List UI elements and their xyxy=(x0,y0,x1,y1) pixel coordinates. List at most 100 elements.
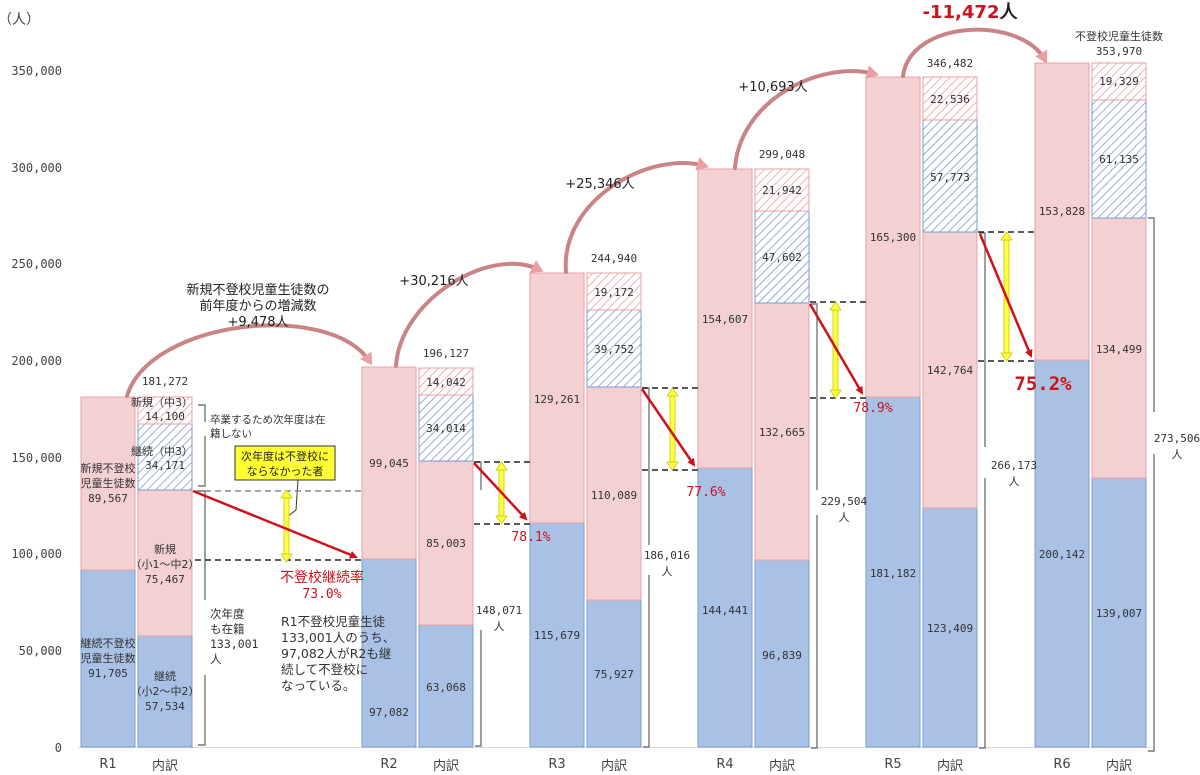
bar-r4-new xyxy=(697,168,753,469)
total-label-r3: 244,940 xyxy=(591,252,637,265)
bracket-r3 xyxy=(643,575,650,748)
x-label-breakdown: 内訳 xyxy=(1106,758,1132,774)
r1-annotations: 卒業するため次年度は在 籍しない 次年度 も在籍 133,001 人 R1不登校… xyxy=(210,413,395,693)
callout-box xyxy=(234,445,336,481)
y-tick: 100,000 xyxy=(11,547,62,561)
yellow-arrow-head xyxy=(829,301,842,311)
y-axis: （人） 350,000 300,000 250,000 200,000 150,… xyxy=(0,12,62,755)
bar-r5-new xyxy=(865,76,921,398)
r3-cont-value: 115,679 xyxy=(534,629,580,642)
enrolled-label-r5: 266,173 xyxy=(991,459,1037,472)
change-title: 新規不登校児童生徒数の xyxy=(186,282,329,298)
bracket-r1 xyxy=(198,675,206,746)
bar-r1-bd-new12 xyxy=(137,489,193,637)
y-tick: 0 xyxy=(55,741,62,755)
change-labels: 新規不登校児童生徒数の 前年度からの増減数 +9,478人 +30,216人 +… xyxy=(186,2,1018,330)
r5-cont-value: 181,182 xyxy=(870,567,916,580)
enrolled-unit: 人 xyxy=(494,620,505,633)
x-label-breakdown: 内訳 xyxy=(601,758,627,774)
bar-r1-new xyxy=(80,396,136,571)
total-label-r6: 353,970 xyxy=(1096,45,1142,58)
r2-bd-cont3: 34,014 xyxy=(426,422,466,435)
r6-new-value: 153,828 xyxy=(1039,205,1085,218)
bar-group-r4 xyxy=(697,168,810,748)
enrolled-note: 次年度 xyxy=(210,607,245,621)
bar-r4-continuing xyxy=(697,467,753,748)
r2-new-value: 99,045 xyxy=(369,457,409,470)
r1-new-caption: 新規不登校 xyxy=(81,461,136,475)
bar-r3-new xyxy=(529,272,585,524)
yellow-arrow xyxy=(283,497,290,555)
r4-bd-new12: 132,665 xyxy=(759,426,805,439)
r6-bd-cont12: 139,007 xyxy=(1096,607,1142,620)
y-unit-label: （人） xyxy=(0,12,40,28)
change-arc-r2-r3 xyxy=(394,260,544,368)
continuation-arrow-r3 xyxy=(640,388,696,467)
enrolled-label-r3: 186,016 xyxy=(644,549,690,562)
bar-r3-continuing xyxy=(529,522,585,748)
x-label-breakdown: 内訳 xyxy=(769,758,795,774)
yellow-arrow-head xyxy=(280,489,293,499)
change-r5-unit: 人 xyxy=(999,2,1018,23)
yellow-arrow-head xyxy=(666,461,679,471)
bar-value-labels: 181,272 196,127 244,940 299,048 346,482 … xyxy=(81,29,1164,719)
r6-cont-value: 200,142 xyxy=(1039,548,1085,561)
bar-r5-bd-new3 xyxy=(922,76,978,121)
bar-r3-bd-new3 xyxy=(586,272,642,311)
r1-bd-cont12-caption: 継続 xyxy=(154,669,176,683)
r5-bd-new3: 22,536 xyxy=(930,93,970,106)
bar-group-r6 xyxy=(1034,62,1147,748)
y-tick: 200,000 xyxy=(11,354,62,368)
x-label-breakdown: 内訳 xyxy=(152,758,178,774)
total-label-r4: 299,048 xyxy=(759,148,805,161)
bar-r1-continuing xyxy=(80,569,136,748)
continuation-rates: 不登校継続率 73.0% 78.1% 77.6% 78.9% 75.2% xyxy=(280,373,1072,602)
change-title: 前年度からの増減数 xyxy=(199,298,316,314)
bracket-r4 xyxy=(811,515,818,749)
enrolled-unit: 人 xyxy=(839,511,850,524)
bar-r1-bd-new3 xyxy=(137,396,193,425)
graduate-note: 卒業するため次年度は在 xyxy=(210,413,326,426)
bar-r2-continuing xyxy=(361,558,417,748)
yellow-arrow-head xyxy=(829,389,842,399)
r2-cont-value: 97,082 xyxy=(369,706,409,719)
bar-group-r1 xyxy=(80,396,193,748)
bracket-r6 xyxy=(1148,454,1155,752)
r1-bd-new12-caption: 新規 xyxy=(154,542,176,556)
r1-new-caption: 児童生徒数 xyxy=(81,476,136,490)
enrolled-unit: 人 xyxy=(1009,475,1020,488)
bracket-r1-graduate xyxy=(198,436,206,487)
x-label-breakdown: 内訳 xyxy=(937,758,963,774)
change-arcs xyxy=(125,27,1048,398)
bar-r2-bd-new12 xyxy=(418,460,474,626)
continuation-arrow-r1 xyxy=(192,489,358,559)
yellow-arrow-head xyxy=(280,553,293,563)
change-r1: +9,478人 xyxy=(227,315,288,330)
x-label-breakdown: 内訳 xyxy=(433,758,459,774)
explain-note: 133,001人のうち、 xyxy=(281,630,395,645)
r4-bd-new3: 21,942 xyxy=(762,184,802,197)
change-arc-r4-r5 xyxy=(733,65,879,170)
bar-r3-bd-cont12 xyxy=(586,599,642,748)
r3-bd-new12: 110,089 xyxy=(591,489,637,502)
x-label-r5: R5 xyxy=(884,757,901,772)
rate-r3: 77.6% xyxy=(686,485,725,500)
bar-group-r3 xyxy=(529,272,642,748)
r1-cont-value: 91,705 xyxy=(88,667,128,680)
bar-group-r2 xyxy=(361,366,474,748)
yellow-arrows xyxy=(280,231,1013,563)
enrolled-label-r2: 148,071 xyxy=(476,604,522,617)
rate-r5: 75.2% xyxy=(1014,373,1072,395)
r4-cont-value: 144,441 xyxy=(702,604,748,617)
r2-bd-cont12: 63,068 xyxy=(426,681,466,694)
r4-bd-cont12: 96,839 xyxy=(762,649,802,662)
r5-bd-new12: 142,764 xyxy=(927,364,974,377)
bar-r1-bd-cont3 xyxy=(137,423,193,491)
bracket-r3 xyxy=(643,387,650,545)
y-tick: 250,000 xyxy=(11,257,62,271)
yellow-arrow-head xyxy=(495,515,508,525)
callout-leader xyxy=(286,479,299,518)
bracket-r6 xyxy=(1148,217,1155,412)
r3-bd-cont12: 75,927 xyxy=(594,668,634,681)
y-tick: 350,000 xyxy=(11,64,62,78)
